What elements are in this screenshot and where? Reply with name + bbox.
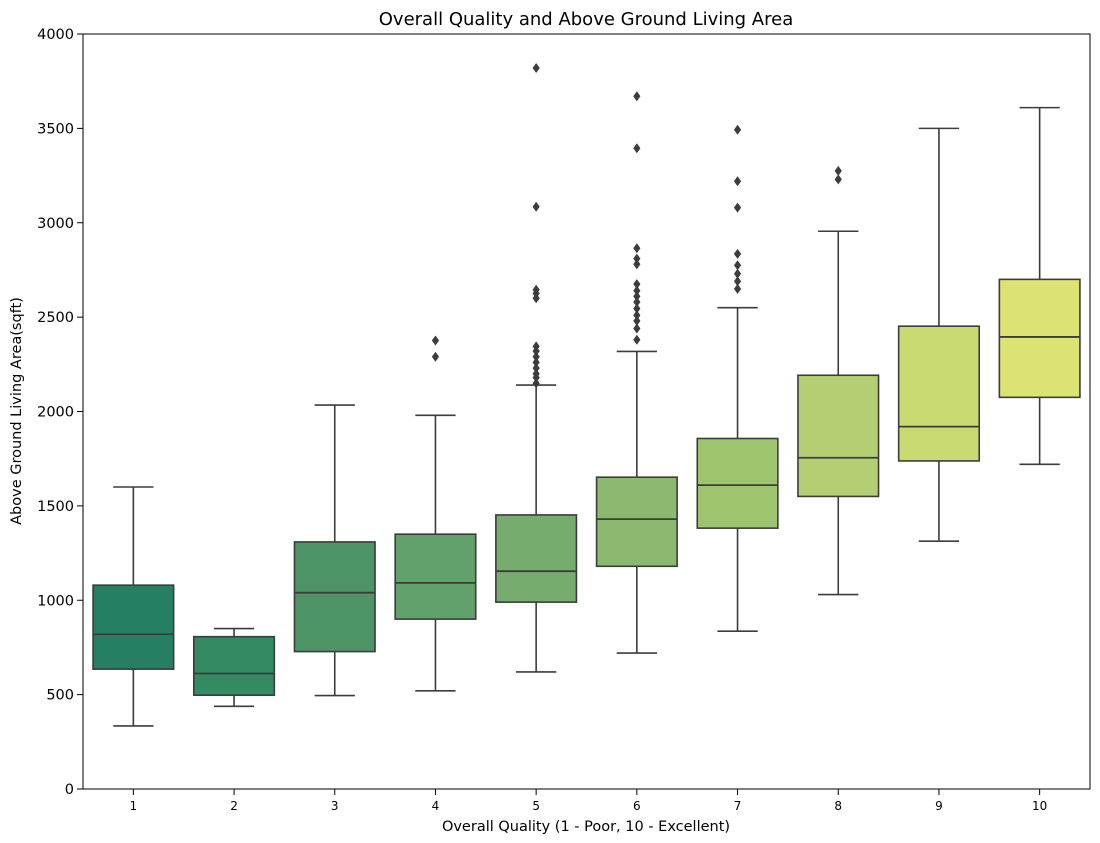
outlier-point [633, 143, 641, 154]
outlier-point [532, 357, 540, 368]
outlier-point [733, 176, 742, 187]
box-group-quality-6 [595, 91, 678, 654]
iqr-box [293, 541, 376, 653]
outlier-point [633, 279, 641, 290]
outlier-point [633, 253, 641, 264]
y-tick-label: 1000 [37, 593, 74, 609]
y-tick-label: 3500 [37, 121, 74, 137]
y-axis-label: Above Ground Living Area(sqft) [9, 297, 25, 525]
y-tick-label: 2500 [37, 310, 74, 326]
box-group-quality-1 [92, 486, 175, 727]
x-axis-label: Overall Quality (1 - Poor, 10 - Excellen… [442, 819, 730, 835]
outlier-point [431, 335, 440, 346]
iqr-box [394, 533, 477, 620]
x-tick-label: 4 [432, 799, 440, 813]
outlier-point [733, 276, 742, 287]
box-group-quality-10 [998, 106, 1081, 466]
box-series [92, 62, 1081, 727]
outlier-point [834, 165, 842, 176]
outlier-point [633, 334, 641, 345]
box-group-quality-7 [696, 124, 779, 633]
outlier-point [733, 202, 742, 213]
box-group-quality-8 [797, 165, 880, 596]
outlier-point [532, 351, 540, 362]
outlier-point [633, 259, 641, 270]
x-tick-label: 5 [532, 799, 540, 813]
outlier-point [532, 201, 540, 212]
outlier-point [532, 363, 540, 374]
x-tick-label: 6 [633, 799, 641, 813]
iqr-box [192, 635, 276, 696]
iqr-box [797, 374, 880, 498]
chart-title: Overall Quality and Above Ground Living … [379, 9, 793, 30]
outlier-point [532, 368, 540, 379]
outlier-point [733, 124, 742, 135]
outlier-point [733, 283, 742, 294]
box-group-quality-9 [897, 127, 981, 542]
x-tick-label: 10 [1032, 799, 1047, 813]
y-axis: 0 500 1000 1500 2000 2500 3000 3500 4000 [37, 27, 83, 798]
outlier-point [532, 284, 540, 295]
box-group-quality-3 [293, 404, 376, 697]
outlier-point [532, 62, 540, 73]
outlier-point [834, 174, 842, 185]
outlier-point [633, 303, 641, 314]
box-group-quality-2 [192, 627, 276, 708]
outlier-point [633, 291, 641, 302]
outlier-point [633, 315, 641, 326]
outlier-point [733, 260, 742, 271]
outlier-point [633, 297, 641, 308]
outlier-point [431, 351, 440, 362]
x-tick-label: 2 [230, 799, 238, 813]
outlier-point [733, 248, 742, 259]
iqr-box [595, 476, 678, 568]
outlier-point [733, 268, 742, 279]
iqr-box [92, 584, 175, 670]
x-tick-label: 9 [935, 799, 943, 813]
y-tick-label: 2000 [37, 405, 74, 421]
box-group-quality-4 [394, 335, 477, 692]
outlier-point [532, 341, 540, 352]
outlier-point [633, 243, 641, 254]
iqr-box [998, 278, 1081, 399]
x-axis: 1 2 3 4 5 6 7 8 9 10 [130, 789, 1047, 813]
y-tick-label: 0 [65, 782, 74, 798]
iqr-box [696, 437, 779, 529]
outlier-point [633, 285, 641, 296]
y-tick-label: 4000 [37, 27, 74, 43]
x-tick-label: 1 [130, 799, 138, 813]
y-tick-label: 500 [46, 688, 74, 704]
y-tick-label: 1500 [37, 499, 74, 515]
box-group-quality-5 [495, 62, 578, 673]
outlier-point [633, 323, 641, 334]
x-tick-label: 3 [331, 799, 339, 813]
outlier-point [532, 378, 540, 389]
y-tick-label: 3000 [37, 216, 74, 232]
x-tick-label: 7 [734, 799, 742, 813]
outlier-point [633, 91, 641, 102]
outlier-point [633, 310, 641, 321]
x-tick-label: 8 [834, 799, 842, 813]
iqr-box [897, 325, 981, 462]
plot-frame [82, 33, 1091, 790]
iqr-box [495, 514, 578, 603]
